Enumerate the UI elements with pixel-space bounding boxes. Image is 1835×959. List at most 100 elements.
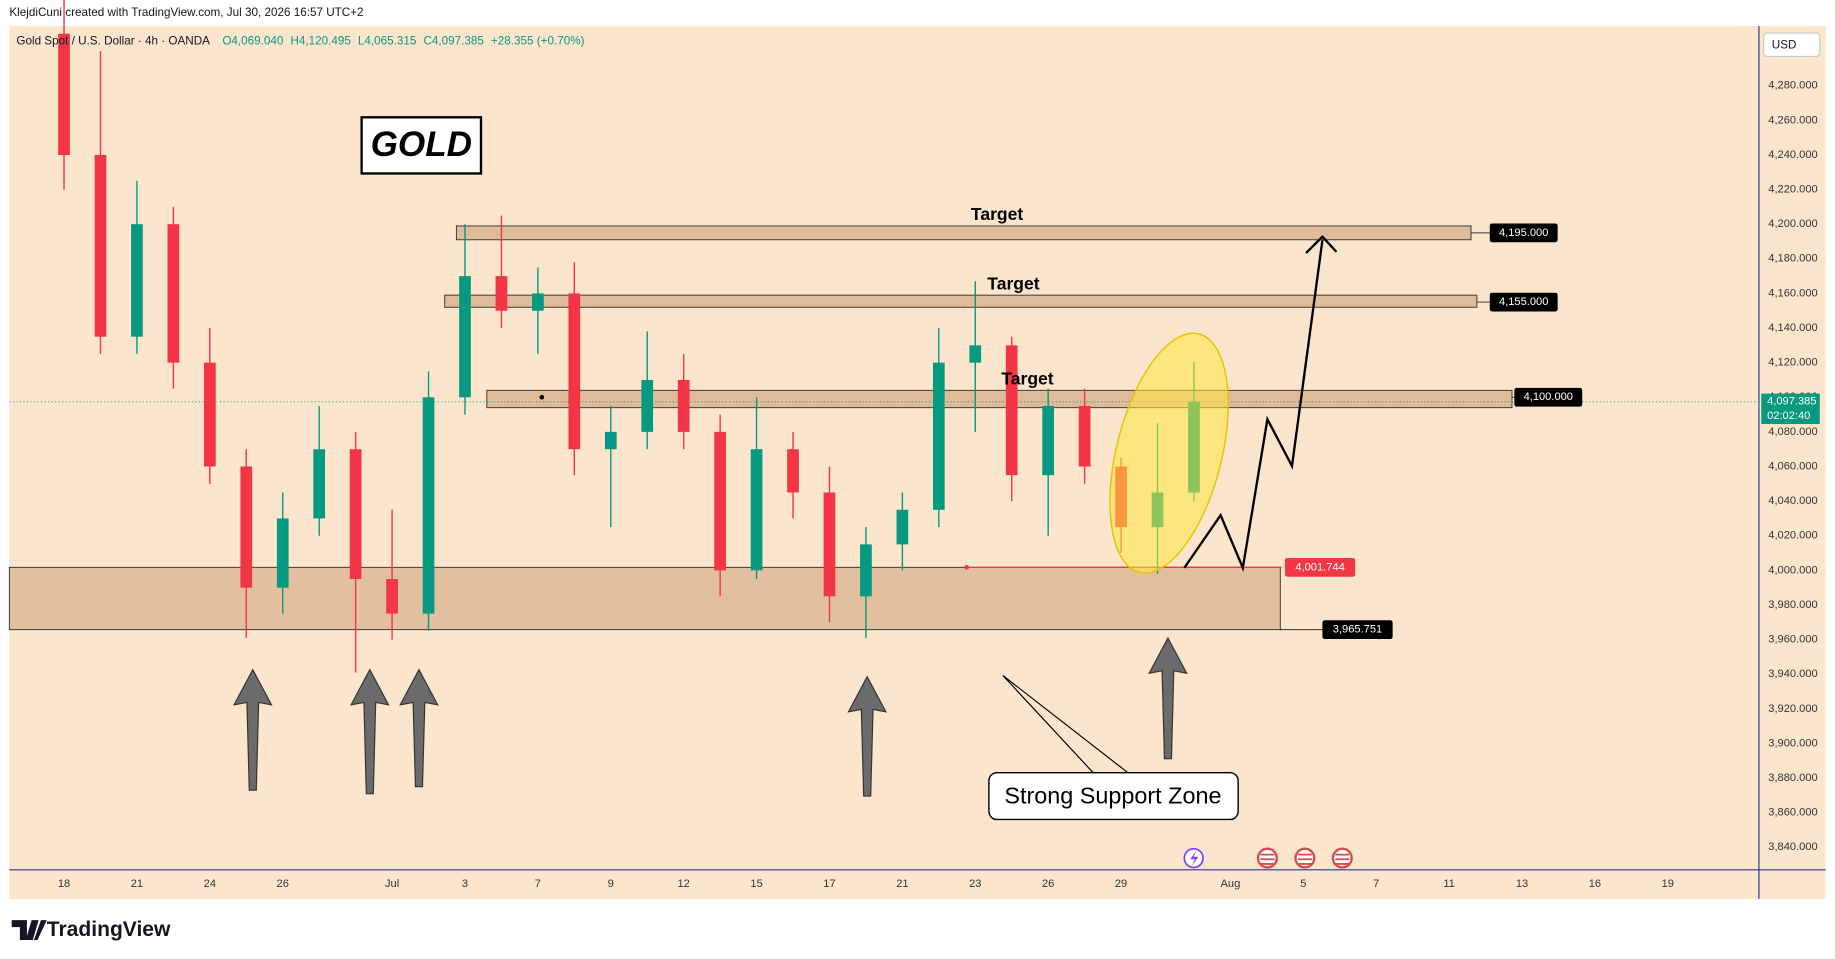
candle-body — [714, 431, 726, 571]
candle-body — [422, 397, 435, 614]
candle-body — [459, 276, 471, 398]
event-icon-glyph — [1190, 851, 1199, 867]
y-tick-label: 3,940.000 — [1768, 668, 1817, 680]
legend-value: O4,069.040 — [222, 34, 284, 47]
x-tick-label: Aug — [1221, 878, 1241, 890]
y-tick-label: 4,280.000 — [1768, 80, 1817, 92]
callout-pointer — [1002, 675, 1095, 775]
candle-body — [932, 362, 945, 510]
y-tick-label: 3,980.000 — [1768, 599, 1817, 611]
x-tick-label: 9 — [608, 878, 614, 890]
x-tick-label: 16 — [1589, 878, 1601, 890]
event-flag[interactable] — [1331, 847, 1353, 869]
support-bottom-label: 3,965.751 — [1333, 624, 1382, 636]
target-zone — [444, 294, 1478, 308]
candle-body — [167, 224, 180, 363]
currency: USD — [1772, 38, 1797, 51]
candle-body — [641, 379, 654, 432]
currency-box[interactable] — [1763, 32, 1821, 58]
x-tick-label: 29 — [1115, 878, 1127, 890]
candle-body — [568, 293, 581, 450]
y-tick-label: 4,080.000 — [1768, 426, 1817, 438]
y-tick-label: 4,180.000 — [1768, 253, 1817, 265]
candle-body — [677, 379, 690, 432]
x-tick-label: 15 — [750, 878, 762, 890]
logo-glyph — [11, 920, 47, 941]
y-tick-label: 4,220.000 — [1768, 184, 1817, 196]
candle-body — [349, 449, 362, 580]
y-tick-label: 3,840.000 — [1768, 841, 1817, 853]
candle-body — [532, 293, 544, 311]
flag-stripes — [1260, 853, 1350, 865]
candle-body — [276, 518, 289, 588]
up-arrow — [349, 668, 390, 795]
event-flag[interactable] — [1256, 847, 1278, 869]
highlight-ellipse — [1109, 332, 1229, 574]
credit: KlejdiCuni created with TradingView.com,… — [9, 6, 363, 19]
target-label: 4,195.000 — [1499, 227, 1548, 239]
target-label-bg — [1489, 292, 1558, 312]
zones-layer — [8, 225, 1759, 631]
candle-body — [1005, 345, 1018, 476]
target-label-bg — [1489, 223, 1558, 243]
symbol: Gold Spot / U.S. Dollar · 4h · OANDA — [16, 34, 210, 47]
x-tick-label: 7 — [535, 878, 541, 890]
event-flag[interactable] — [1294, 847, 1316, 869]
target-text: Target — [971, 204, 1023, 224]
legend-value: L4,065.315 — [358, 34, 417, 47]
support-arrows — [232, 636, 1188, 797]
callout-pointer — [1002, 675, 1130, 775]
x-tick-label: 5 — [1300, 878, 1306, 890]
chart-background — [9, 26, 1826, 900]
candle-body — [1078, 405, 1091, 467]
support-top-label: 4,001.744 — [1295, 561, 1344, 573]
legend-value: H4,120.495 — [290, 34, 351, 47]
candle-body — [896, 509, 909, 545]
zone-anchor — [539, 394, 545, 400]
x-tick-label: 7 — [1373, 878, 1379, 890]
y-tick-label: 4,160.000 — [1768, 287, 1817, 299]
target-label: 4,155.000 — [1499, 296, 1548, 308]
y-tick-label: 4,240.000 — [1768, 149, 1817, 161]
candle-body — [94, 154, 107, 337]
target-label: 4,100.000 — [1524, 391, 1573, 403]
x-tick-label: 12 — [677, 878, 689, 890]
target-zone — [486, 389, 1513, 409]
candle-body — [240, 466, 253, 588]
countdown: 02:02:40 — [1767, 410, 1810, 422]
economic-events — [1256, 847, 1353, 869]
legend-value: C4,097.385 — [423, 34, 484, 47]
target-zone — [455, 225, 1472, 241]
candle-body — [131, 224, 143, 337]
candle-body — [750, 449, 763, 571]
x-tick-label: 18 — [58, 878, 70, 890]
target-label-bg — [1514, 387, 1583, 407]
x-tick-label: 19 — [1662, 878, 1674, 890]
up-arrow — [399, 668, 439, 788]
target-text: Target — [1001, 368, 1053, 388]
candles-layer — [58, 0, 1200, 673]
support-top-label-bg — [1284, 557, 1356, 577]
x-tick-label: 21 — [896, 878, 908, 890]
x-tick-label: 26 — [277, 878, 289, 890]
projection-path — [1183, 240, 1324, 573]
candle-body — [58, 33, 70, 155]
watermark: TradingView — [47, 918, 171, 941]
legend-value: +28.355 (+0.70%) — [491, 34, 585, 47]
y-tick-label: 4,120.000 — [1768, 357, 1817, 369]
x-tick-label: 21 — [131, 878, 143, 890]
up-arrow — [232, 668, 273, 791]
candle-body — [860, 544, 872, 597]
y-tick-label: 3,920.000 — [1768, 703, 1817, 715]
y-tick-label: 4,040.000 — [1768, 495, 1817, 507]
y-tick-label: 4,260.000 — [1768, 114, 1817, 126]
support-bottom-label-bg — [1322, 620, 1393, 639]
y-tick-label: 4,060.000 — [1768, 460, 1817, 472]
y-tick-label: 3,900.000 — [1768, 737, 1817, 749]
candle-body — [1042, 405, 1055, 476]
projection-arrowhead — [1305, 234, 1338, 254]
candle-body — [823, 492, 836, 597]
x-tick-label: 11 — [1443, 878, 1455, 890]
